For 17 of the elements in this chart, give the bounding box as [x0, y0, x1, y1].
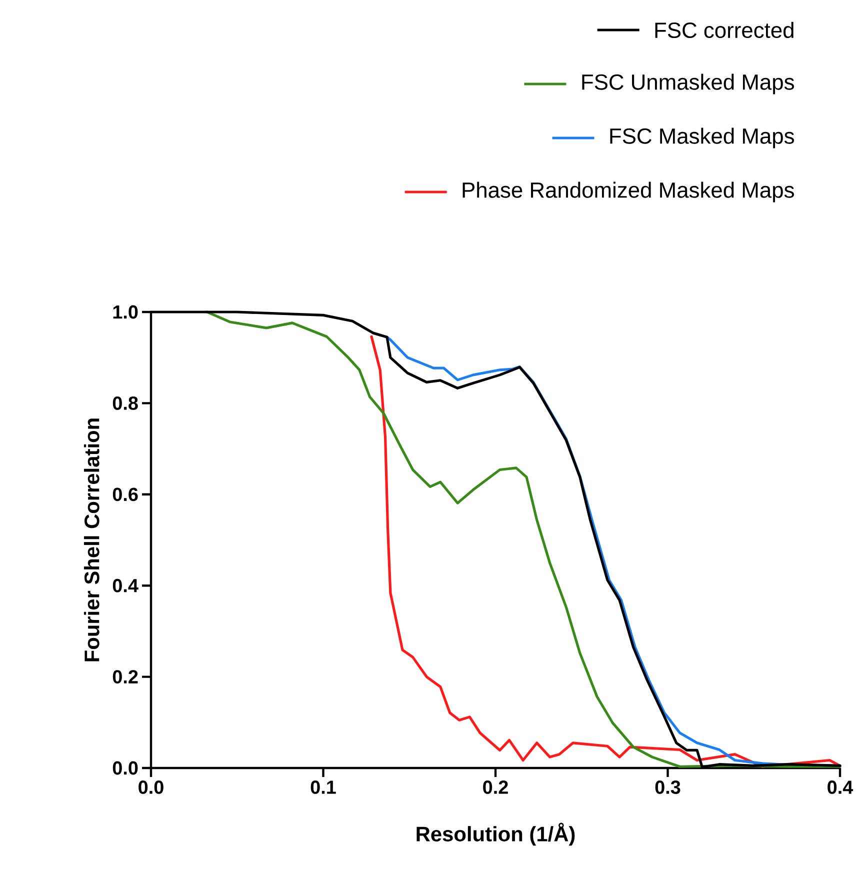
- y-tick-label: 0.8: [112, 396, 138, 410]
- legend-label: FSC Unmasked Maps: [582, 74, 794, 94]
- y-tick-label: 0.4: [112, 578, 138, 592]
- y-axis-title: Fourier Shell Correlation: [84, 418, 100, 662]
- x-tick-label: 0.1: [310, 780, 336, 794]
- x-tick-label: 0.0: [138, 780, 164, 794]
- y-tick-label: 0.2: [112, 670, 138, 684]
- y-tick-label: 0.0: [112, 761, 138, 775]
- x-tick-label: 0.2: [483, 780, 508, 794]
- y-tick-label: 1.0: [113, 305, 138, 319]
- x-tick-label: 0.3: [655, 780, 680, 794]
- x-axis-title: Resolution (1/Å): [416, 822, 575, 846]
- x-tick-label: 0.4: [828, 780, 854, 794]
- y-tick-label: 0.6: [112, 488, 138, 502]
- legend-label: FSC corrected: [655, 22, 794, 38]
- legend-label: Phase Randomized Masked Maps: [462, 182, 794, 202]
- legend-label: FSC Masked Maps: [610, 128, 794, 148]
